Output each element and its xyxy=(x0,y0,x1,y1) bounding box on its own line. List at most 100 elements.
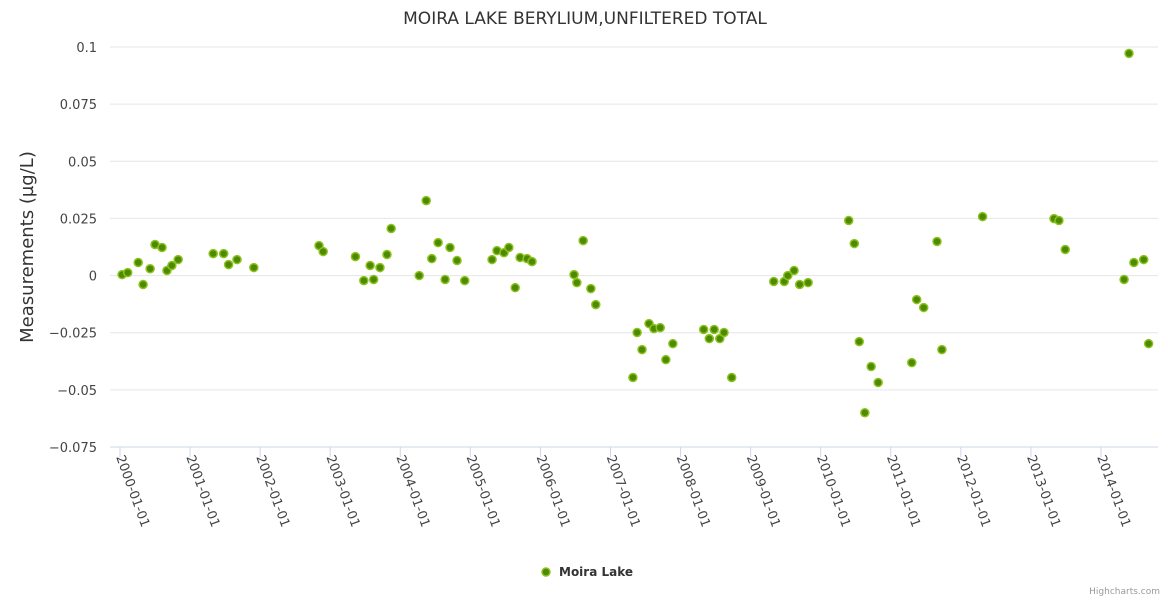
data-point[interactable] xyxy=(223,259,234,270)
y-tick-label: 0.025 xyxy=(60,212,97,227)
data-point[interactable] xyxy=(698,324,709,335)
data-point[interactable] xyxy=(510,282,520,293)
data-point[interactable] xyxy=(911,294,922,305)
data-point[interactable] xyxy=(173,254,183,265)
data-point[interactable] xyxy=(368,274,379,285)
x-tick-label: 2003-01-01 xyxy=(322,453,362,529)
data-point[interactable] xyxy=(655,322,665,333)
y-tick-label: 0.075 xyxy=(60,98,97,113)
data-point[interactable] xyxy=(843,215,854,226)
data-point[interactable] xyxy=(783,270,793,281)
data-point[interactable] xyxy=(375,262,385,273)
data-point[interactable] xyxy=(854,336,864,347)
data-point[interactable] xyxy=(527,256,537,267)
data-point[interactable] xyxy=(918,302,929,313)
data-point[interactable] xyxy=(382,249,392,260)
data-point[interactable] xyxy=(860,407,870,418)
x-tick-label: 2002-01-01 xyxy=(252,453,292,529)
data-point[interactable] xyxy=(1054,215,1064,226)
data-point[interactable] xyxy=(937,344,947,355)
data-point[interactable] xyxy=(318,246,328,257)
data-point[interactable] xyxy=(661,354,671,365)
data-point[interactable] xyxy=(504,242,514,253)
data-point[interactable] xyxy=(421,195,431,206)
data-point[interactable] xyxy=(569,269,579,280)
data-point[interactable] xyxy=(208,248,218,259)
y-tick-label: 0 xyxy=(89,270,97,285)
credits-link[interactable]: Highcharts.com xyxy=(1089,587,1160,597)
x-tick-label: 2009-01-01 xyxy=(743,453,783,529)
data-point[interactable] xyxy=(591,299,601,310)
y-axis-ticks: 0.1 0.075 0.05 0.025 0 −0.025 −0.05 −0.075 xyxy=(49,41,97,456)
data-point[interactable] xyxy=(1124,48,1134,59)
data-point[interactable] xyxy=(719,327,729,338)
data-point[interactable] xyxy=(445,242,455,253)
data-point[interactable] xyxy=(668,338,678,349)
data-point[interactable] xyxy=(632,327,642,338)
x-tick-label: 2007-01-01 xyxy=(603,453,643,529)
data-point[interactable] xyxy=(1060,244,1070,255)
data-point[interactable] xyxy=(218,248,229,259)
y-tick-label: −0.025 xyxy=(49,327,97,342)
legend-label: Moira Lake xyxy=(559,565,633,579)
data-point[interactable] xyxy=(977,211,988,222)
x-axis-ticks: 2000-01-01 2001-01-01 2002-01-01 2003-01-01… xyxy=(112,447,1133,529)
data-point[interactable] xyxy=(386,223,396,234)
data-point[interactable] xyxy=(122,267,133,278)
data-point[interactable] xyxy=(794,279,805,290)
y-tick-label: −0.075 xyxy=(49,441,97,456)
data-point[interactable] xyxy=(157,242,167,253)
data-point[interactable] xyxy=(572,277,582,288)
data-point[interactable] xyxy=(359,275,369,286)
data-point[interactable] xyxy=(459,275,470,286)
data-point[interactable] xyxy=(709,324,719,335)
data-point[interactable] xyxy=(232,254,242,265)
x-tick-label: 2001-01-01 xyxy=(182,453,222,529)
data-point[interactable] xyxy=(578,235,588,246)
data-point[interactable] xyxy=(414,270,424,281)
chart-title: MOIRA LAKE BERYLIUM,UNFILTERED TOTAL xyxy=(403,9,767,29)
data-point[interactable] xyxy=(440,274,450,285)
data-point[interactable] xyxy=(637,344,647,355)
data-point[interactable] xyxy=(932,236,942,247)
data-point[interactable] xyxy=(866,361,876,372)
data-point[interactable] xyxy=(1119,274,1129,285)
data-point[interactable] xyxy=(365,260,375,271)
data-point[interactable] xyxy=(873,377,883,388)
data-point[interactable] xyxy=(586,283,596,294)
data-point[interactable] xyxy=(452,255,462,266)
data-point[interactable] xyxy=(350,251,361,262)
data-point[interactable] xyxy=(487,254,497,265)
data-point[interactable] xyxy=(145,263,155,274)
legend-marker-icon xyxy=(541,567,551,577)
data-point[interactable] xyxy=(249,262,259,273)
data-point[interactable] xyxy=(433,237,443,248)
x-tick-label: 2005-01-01 xyxy=(463,453,503,529)
legend-item-moira-lake[interactable]: Moira Lake xyxy=(541,565,633,579)
y-tick-label: −0.05 xyxy=(57,384,97,399)
x-tick-label: 2011-01-01 xyxy=(883,453,923,529)
data-point[interactable] xyxy=(628,372,638,383)
x-tick-label: 2014-01-01 xyxy=(1093,453,1133,529)
data-point[interactable] xyxy=(849,238,860,249)
x-tick-label: 2008-01-01 xyxy=(673,453,713,529)
data-point[interactable] xyxy=(1138,254,1149,265)
grid-lines xyxy=(110,46,1158,448)
data-point[interactable] xyxy=(1143,338,1154,349)
data-point[interactable] xyxy=(138,279,148,290)
x-tick-label: 2013-01-01 xyxy=(1023,453,1063,529)
data-point[interactable] xyxy=(789,265,799,276)
data-point[interactable] xyxy=(167,260,177,271)
data-point[interactable] xyxy=(133,257,143,268)
x-tick-label: 2010-01-01 xyxy=(813,453,853,529)
data-point[interactable] xyxy=(769,276,779,287)
data-point[interactable] xyxy=(726,372,737,383)
data-point[interactable] xyxy=(1129,257,1139,268)
data-point[interactable] xyxy=(427,253,437,264)
data-point[interactable] xyxy=(803,277,813,288)
data-point[interactable] xyxy=(907,357,917,368)
data-point[interactable] xyxy=(704,333,715,344)
x-tick-label: 2006-01-01 xyxy=(533,453,573,529)
x-tick-label: 2012-01-01 xyxy=(953,453,993,529)
